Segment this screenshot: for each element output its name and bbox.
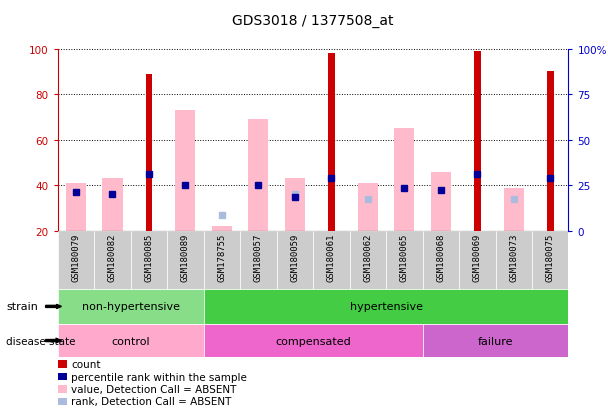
Text: GSM180085: GSM180085 — [145, 233, 153, 281]
Text: GSM180075: GSM180075 — [546, 233, 554, 281]
Bar — [175, 111, 195, 231]
Bar — [386, 231, 423, 289]
Bar — [146, 75, 152, 231]
Bar — [503, 188, 524, 231]
Bar — [358, 183, 378, 231]
Text: GSM178755: GSM178755 — [218, 233, 226, 281]
Bar — [496, 231, 532, 289]
Bar — [102, 179, 122, 231]
Bar — [394, 129, 414, 231]
Bar — [277, 231, 313, 289]
Text: GSM180069: GSM180069 — [473, 233, 482, 281]
Bar — [58, 231, 94, 289]
Bar — [328, 54, 334, 231]
Text: GSM180079: GSM180079 — [72, 233, 80, 281]
Bar — [313, 231, 350, 289]
Bar — [94, 231, 131, 289]
Text: compensated: compensated — [275, 336, 351, 346]
Text: GSM180057: GSM180057 — [254, 233, 263, 281]
Text: GSM180089: GSM180089 — [181, 233, 190, 281]
Text: GSM180059: GSM180059 — [291, 233, 299, 281]
Text: count: count — [71, 359, 101, 369]
Bar — [285, 179, 305, 231]
Text: rank, Detection Call = ABSENT: rank, Detection Call = ABSENT — [71, 396, 232, 406]
Bar — [459, 231, 496, 289]
Bar — [204, 289, 568, 324]
Text: GSM180062: GSM180062 — [364, 233, 372, 281]
Bar — [423, 231, 459, 289]
Bar — [58, 324, 204, 357]
Bar — [204, 231, 240, 289]
Bar — [430, 172, 451, 231]
Bar — [423, 324, 568, 357]
Bar — [131, 231, 167, 289]
Bar — [212, 227, 232, 231]
Text: strain: strain — [6, 301, 38, 312]
Bar — [167, 231, 204, 289]
Text: GSM180082: GSM180082 — [108, 233, 117, 281]
Text: control: control — [111, 336, 150, 346]
Bar — [248, 120, 268, 231]
Bar — [474, 52, 480, 231]
Text: percentile rank within the sample: percentile rank within the sample — [71, 372, 247, 382]
Bar — [547, 72, 553, 231]
Text: non-hypertensive: non-hypertensive — [81, 301, 180, 312]
Bar — [532, 231, 568, 289]
Bar — [350, 231, 386, 289]
Text: hypertensive: hypertensive — [350, 301, 423, 312]
Text: GSM180065: GSM180065 — [400, 233, 409, 281]
Text: disease state: disease state — [6, 336, 75, 346]
Text: GDS3018 / 1377508_at: GDS3018 / 1377508_at — [232, 14, 394, 28]
Text: value, Detection Call = ABSENT: value, Detection Call = ABSENT — [71, 384, 237, 394]
Text: failure: failure — [478, 336, 513, 346]
Bar — [58, 289, 204, 324]
Bar — [240, 231, 277, 289]
Bar — [204, 324, 423, 357]
Text: GSM180073: GSM180073 — [510, 233, 518, 281]
Text: GSM180068: GSM180068 — [437, 233, 445, 281]
Bar — [66, 183, 86, 231]
Text: GSM180061: GSM180061 — [327, 233, 336, 281]
